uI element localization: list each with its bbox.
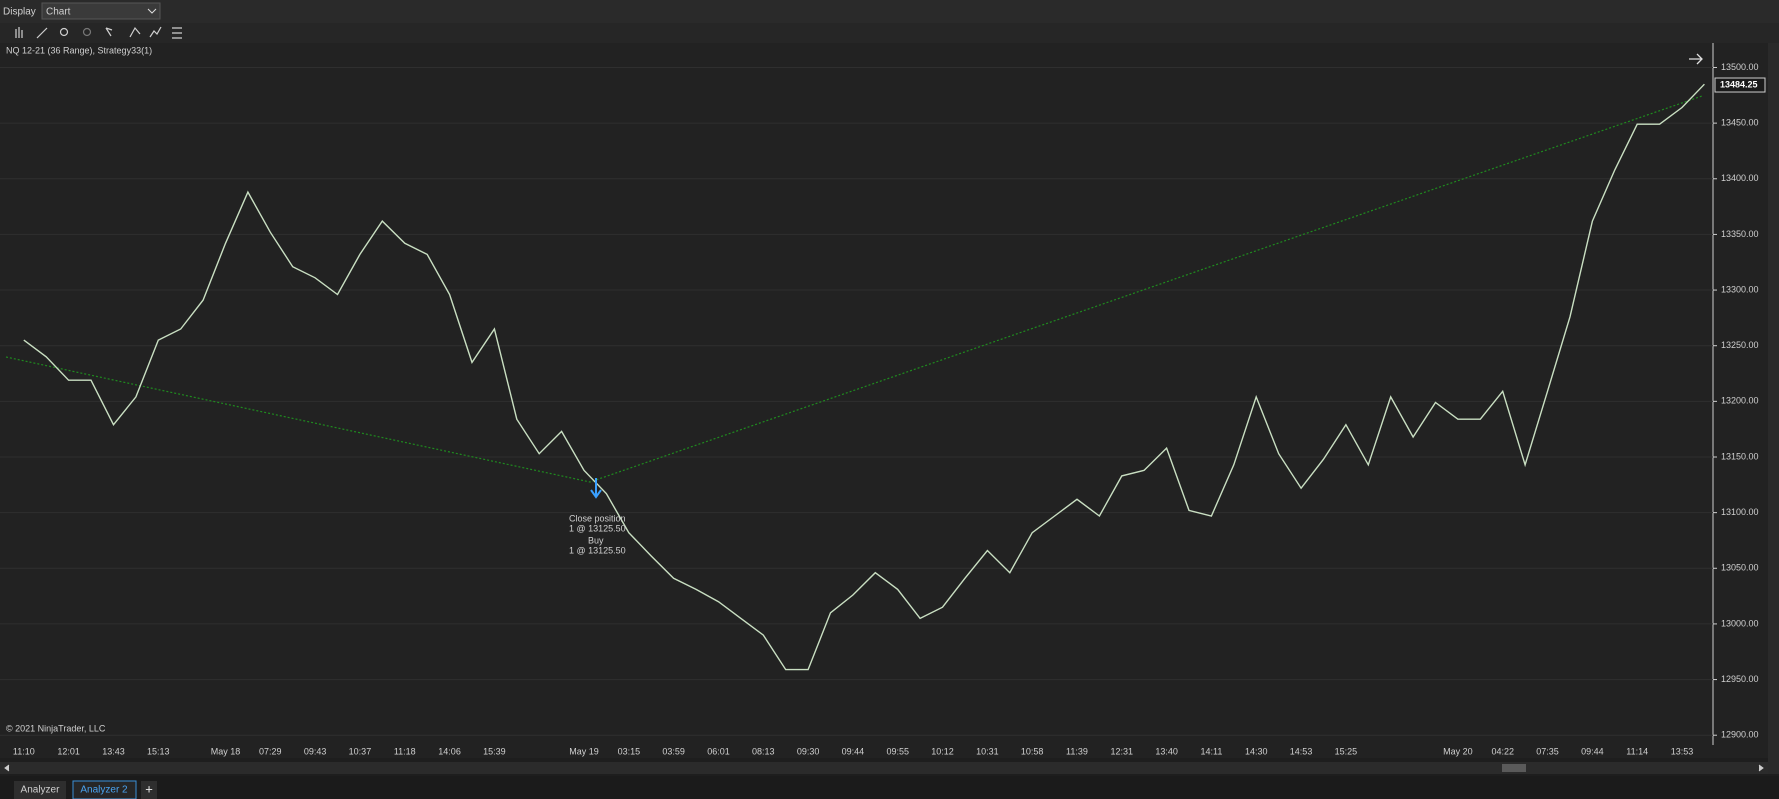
x-tick-label: 15:39 (483, 746, 506, 756)
scroll-thumb[interactable] (1502, 764, 1526, 772)
scrollbar[interactable] (0, 762, 1768, 774)
tab-bar (0, 776, 1779, 799)
trade-line (5, 95, 1703, 483)
y-tick-label: 13050.00 (1721, 563, 1759, 573)
x-tick-label: 11:39 (1066, 746, 1088, 756)
chart-panel (0, 43, 1768, 758)
add-tab-label[interactable]: + (145, 781, 153, 796)
grid: 12900.00 12950.00 13000.00 13050.00 13100.00… (0, 62, 1759, 756)
dropdown-arrow (147, 8, 157, 14)
tab-active[interactable] (72, 780, 137, 799)
x-tick-label: May 18 (211, 746, 241, 756)
x-tick-label: 07:29 (259, 746, 282, 756)
zoom-out-icon[interactable] (82, 27, 92, 37)
x-tick-label: 13:43 (102, 746, 125, 756)
last-price-box (1714, 77, 1766, 93)
scroll-end-arrow[interactable] (1689, 53, 1703, 65)
x-tick-label: 12:31 (1111, 746, 1134, 756)
y-tick-label: 12900.00 (1721, 730, 1759, 740)
y-tick-label: 13150.00 (1721, 451, 1759, 461)
y-tick-label: 12950.00 (1721, 674, 1759, 684)
y-tick-label: 13250.00 (1721, 340, 1759, 350)
x-tick-label: 15:13 (147, 746, 170, 756)
x-tick-label: 15:25 (1335, 746, 1358, 756)
draw-icon[interactable] (36, 27, 48, 39)
x-tick-label: 03:15 (618, 746, 641, 756)
price-line (23, 83, 1705, 671)
y-tick-label: 13100.00 (1721, 507, 1759, 517)
tab-label[interactable]: Analyzer 2 (80, 785, 128, 796)
scroll-arrows[interactable] (4, 764, 1764, 772)
x-tick-label: 11:14 (1626, 746, 1648, 756)
bars-icon[interactable] (15, 27, 23, 38)
y-tick-label: 13400.00 (1721, 173, 1759, 183)
right-edge (1768, 43, 1779, 774)
y-tick-label: 13350.00 (1721, 229, 1759, 239)
annotation: Close position (569, 513, 626, 523)
y-tick-label: 13500.00 (1721, 62, 1759, 72)
x-tick-label: 13:53 (1671, 746, 1694, 756)
x-tick-label: 14:11 (1201, 746, 1223, 756)
x-tick-label: 10:31 (976, 746, 999, 756)
chart-title: NQ 12-21 (36 Range), Strategy33(1) (6, 45, 152, 55)
select-icon[interactable] (105, 27, 113, 37)
toolbar-icons (15, 26, 182, 39)
x-tick-label: 08:13 (752, 746, 775, 756)
x-tick-label: 14:53 (1290, 746, 1313, 756)
x-tick-label: 14:06 (438, 746, 461, 756)
tab-label[interactable]: Analyzer (21, 785, 61, 796)
x-tick-label: 09:55 (886, 746, 909, 756)
strategies-icon[interactable] (172, 27, 182, 39)
x-tick-label: May 19 (569, 746, 599, 756)
tab[interactable] (14, 781, 66, 799)
x-tick-label: 10:12 (931, 746, 954, 756)
top-bar (0, 0, 1779, 23)
x-tick-label: 07:35 (1536, 746, 1559, 756)
y-tick-label: 13450.00 (1721, 118, 1759, 128)
display-label: Display (3, 7, 36, 18)
x-tick-label: 11:18 (394, 746, 416, 756)
x-tick-label: 13:40 (1155, 746, 1178, 756)
x-tick-label: 09:44 (1581, 746, 1604, 756)
indicators-icon[interactable] (149, 26, 162, 38)
trade-arrow (590, 478, 602, 499)
x-tick-label: 04:22 (1491, 746, 1514, 756)
add-tab[interactable] (141, 781, 157, 799)
x-tick-label: May 20 (1443, 746, 1473, 756)
x-tick-label: 09:44 (842, 746, 865, 756)
x-tick-label: 09:43 (304, 746, 327, 756)
x-tick-label: 12:01 (57, 746, 80, 756)
y-tick-label: 13300.00 (1721, 284, 1759, 294)
chart-toolbar (0, 23, 1779, 43)
annotation: Buy (588, 535, 604, 545)
last-price-label: 13484.25 (1720, 79, 1758, 89)
x-tick-label: 14:30 (1245, 746, 1268, 756)
annotation: 1 @ 13125.50 (569, 523, 626, 533)
x-tick-label: 06:01 (707, 746, 730, 756)
display-value[interactable]: Chart (46, 7, 71, 18)
x-tick-label: 10:37 (349, 746, 372, 756)
zoom-in-icon[interactable] (59, 27, 69, 37)
x-tick-label: 09:30 (797, 746, 820, 756)
y-tick-label: 13000.00 (1721, 618, 1759, 628)
y-tick-label: 13200.00 (1721, 396, 1759, 406)
annotation: 1 @ 13125.50 (569, 545, 626, 555)
x-tick-label: 10:58 (1021, 746, 1044, 756)
properties-icon[interactable] (129, 26, 141, 38)
x-tick-label: 03:59 (662, 746, 685, 756)
copyright: © 2021 NinjaTrader, LLC (6, 723, 106, 733)
plot: 13484.25 (23, 77, 1766, 671)
display-dropdown[interactable] (41, 2, 161, 20)
x-tick-label: 11:10 (13, 746, 35, 756)
